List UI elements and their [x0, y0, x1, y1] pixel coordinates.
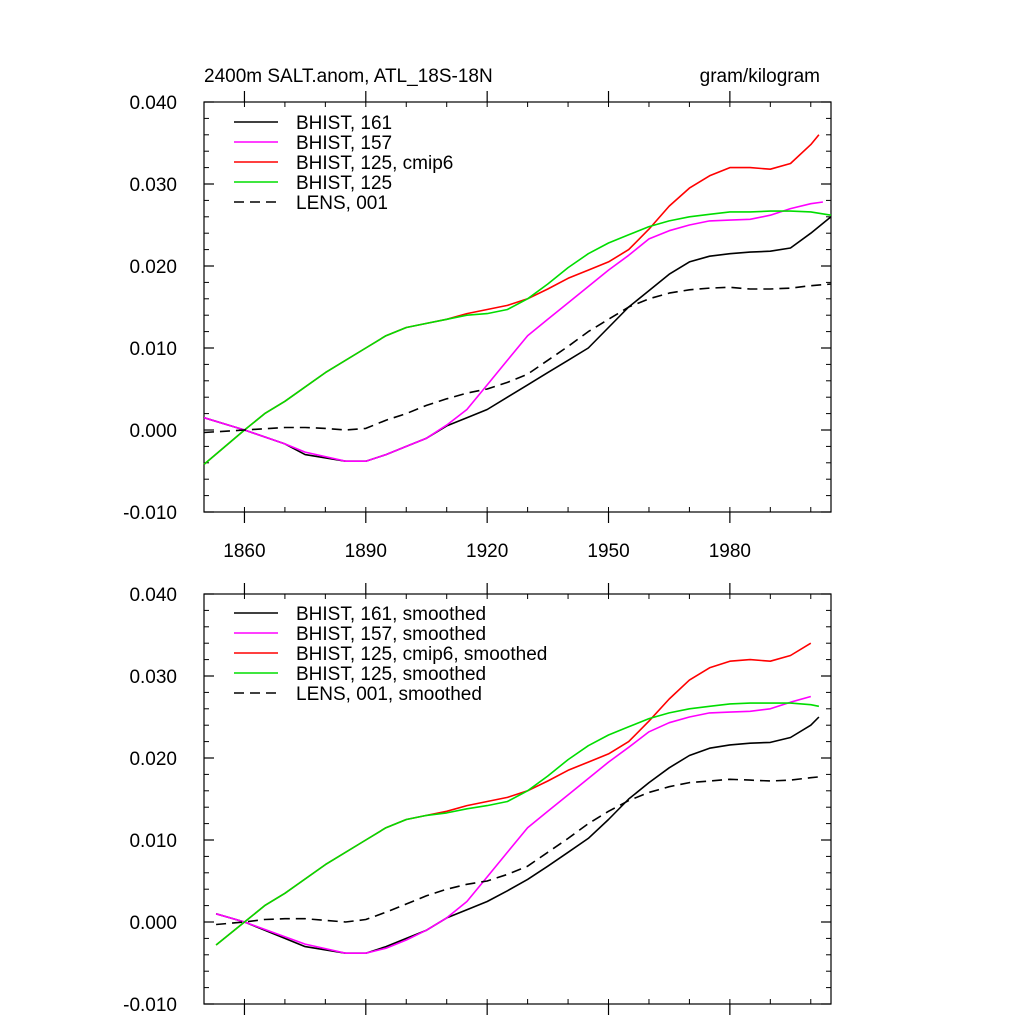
x-tick-label: 1980 — [709, 541, 751, 562]
series-line — [215, 702, 820, 946]
bottom-panel: -0.010 0.000 0.010 0.020 0.030 0.040 BHIST, 16… — [123, 583, 832, 1016]
x-tick-label: 1950 — [587, 541, 629, 562]
series-line — [203, 216, 832, 463]
legend-label: BHIST, 161 — [296, 113, 392, 134]
series-line — [203, 201, 824, 463]
legend-label: BHIST, 125, smoothed — [296, 664, 486, 685]
y-tick-label: 0.020 — [129, 257, 177, 278]
plot-area: 1860 1890 1920 1950 1980 -0.010 0.000 0.010 0.02… — [123, 91, 832, 562]
legend-label: LENS, 001 — [296, 193, 388, 214]
panel-title: 2400m SALT.anom, ATL_18S-18N — [204, 66, 493, 87]
y-tick-label: 0.010 — [129, 831, 177, 852]
legend-label: BHIST, 125 — [296, 173, 392, 194]
x-tick-label: 1920 — [466, 541, 508, 562]
y-tick-label: 0.040 — [129, 93, 177, 114]
y-tick-label: 0.030 — [129, 667, 177, 688]
legend-label: LENS, 001, smoothed — [296, 684, 482, 705]
x-tick-label: 1890 — [345, 541, 387, 562]
y-tick-label: 0.020 — [129, 749, 177, 770]
legend-label: BHIST, 161, smoothed — [296, 604, 486, 625]
series-line — [203, 210, 832, 466]
units-label: gram/kilogram — [700, 66, 820, 87]
y-tick-label: 0.000 — [129, 421, 177, 442]
plot-area: -0.010 0.000 0.010 0.020 0.030 0.040 BHIST, 16… — [123, 583, 832, 1016]
x-tick-label: 1860 — [223, 541, 265, 562]
legend-label: BHIST, 157, smoothed — [296, 624, 486, 645]
plot-frame — [203, 593, 832, 1005]
y-tick-label: 0.030 — [129, 175, 177, 196]
series-line — [215, 716, 820, 955]
legend-label: BHIST, 125, cmip6 — [296, 153, 453, 174]
series-line — [216, 776, 819, 926]
top-panel: 2400m SALT.anom, ATL_18S-18N gram/kilogr… — [123, 66, 832, 562]
series-line — [203, 283, 832, 434]
y-tick-label: -0.010 — [123, 503, 177, 524]
y-tick-label: -0.010 — [123, 995, 177, 1016]
legend-label: BHIST, 125, cmip6, smoothed — [296, 644, 547, 665]
y-tick-label: 0.010 — [129, 339, 177, 360]
y-tick-label: 0.040 — [129, 585, 177, 606]
plot-frame — [203, 101, 832, 513]
legend-label: BHIST, 157 — [296, 133, 392, 154]
y-tick-label: 0.000 — [129, 913, 177, 934]
series-line — [215, 695, 812, 955]
